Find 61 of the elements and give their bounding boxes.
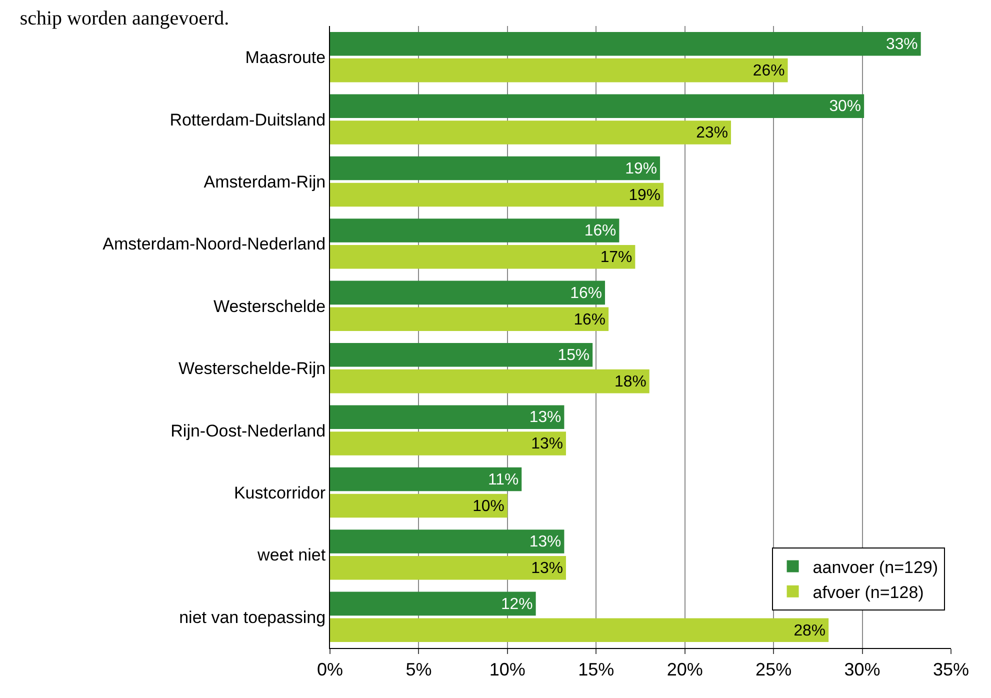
bar xyxy=(330,592,536,616)
data-label: 15% xyxy=(558,347,590,364)
data-label: 10% xyxy=(472,498,504,515)
y-tick-label: Westerschelde xyxy=(213,296,326,316)
bar xyxy=(330,280,606,305)
data-label: 23% xyxy=(696,124,728,142)
x-tick-label: 20% xyxy=(666,660,703,680)
bar xyxy=(330,245,636,269)
bar xyxy=(330,556,566,580)
x-tick-label: 15% xyxy=(578,660,614,680)
data-label: 13% xyxy=(529,409,562,426)
bar xyxy=(330,530,564,554)
bar xyxy=(330,120,731,144)
legend-label: afvoer (n=128) xyxy=(812,582,924,602)
y-tick-label: Amsterdam-Rijn xyxy=(204,172,326,192)
bar xyxy=(330,467,522,492)
bar xyxy=(330,369,650,394)
x-tick-label: 5% xyxy=(406,660,432,680)
y-tick-label: weet niet xyxy=(256,546,326,565)
bar xyxy=(330,218,620,242)
bar xyxy=(330,342,593,367)
data-label: 19% xyxy=(628,186,661,204)
y-tick-label: Kustcorridor xyxy=(234,483,326,502)
data-label: 12% xyxy=(500,596,533,613)
x-tick-label: 30% xyxy=(844,660,880,680)
bar xyxy=(330,182,664,207)
text: schip worden aangevoerd. xyxy=(20,7,230,30)
bar xyxy=(330,32,921,56)
bar xyxy=(330,58,788,82)
data-label: 16% xyxy=(584,222,616,240)
legend-label: aanvoer (n=129) xyxy=(812,558,938,577)
data-label: 11% xyxy=(488,471,519,488)
data-label: 28% xyxy=(794,622,826,640)
x-tick-label: 10% xyxy=(489,660,526,680)
y-tick-label: Maasroute xyxy=(245,48,326,68)
bar xyxy=(330,494,508,518)
data-label: 17% xyxy=(600,249,632,266)
y-tick-label: Westerschelde-Rijn xyxy=(178,359,326,378)
x-tick-label: 35% xyxy=(932,660,970,680)
y-tick-label: Rijn-Oost-Nederland xyxy=(170,421,326,440)
data-label: 13% xyxy=(529,534,562,551)
data-label: 16% xyxy=(570,284,602,302)
data-label: 13% xyxy=(531,436,563,453)
bar xyxy=(330,405,564,429)
data-label: 19% xyxy=(625,160,658,178)
data-label: 18% xyxy=(614,373,646,390)
x-tick-label: 25% xyxy=(756,660,792,680)
bar xyxy=(330,618,829,642)
bar xyxy=(330,94,864,118)
bar xyxy=(330,432,566,456)
data-label: 33% xyxy=(886,36,918,54)
data-label: 13% xyxy=(531,560,563,578)
data-label: 16% xyxy=(574,311,606,328)
y-tick-label: niet van toepassing xyxy=(179,608,326,627)
bar xyxy=(330,156,660,180)
data-label: 26% xyxy=(752,62,785,80)
bar xyxy=(330,307,609,332)
y-tick-label: Rotterdam-Duitsland xyxy=(170,110,326,130)
data-label: 30% xyxy=(829,98,862,116)
y-tick-label: Amsterdam-Noord-Nederland xyxy=(102,234,326,254)
x-tick-label: 0% xyxy=(316,660,344,680)
